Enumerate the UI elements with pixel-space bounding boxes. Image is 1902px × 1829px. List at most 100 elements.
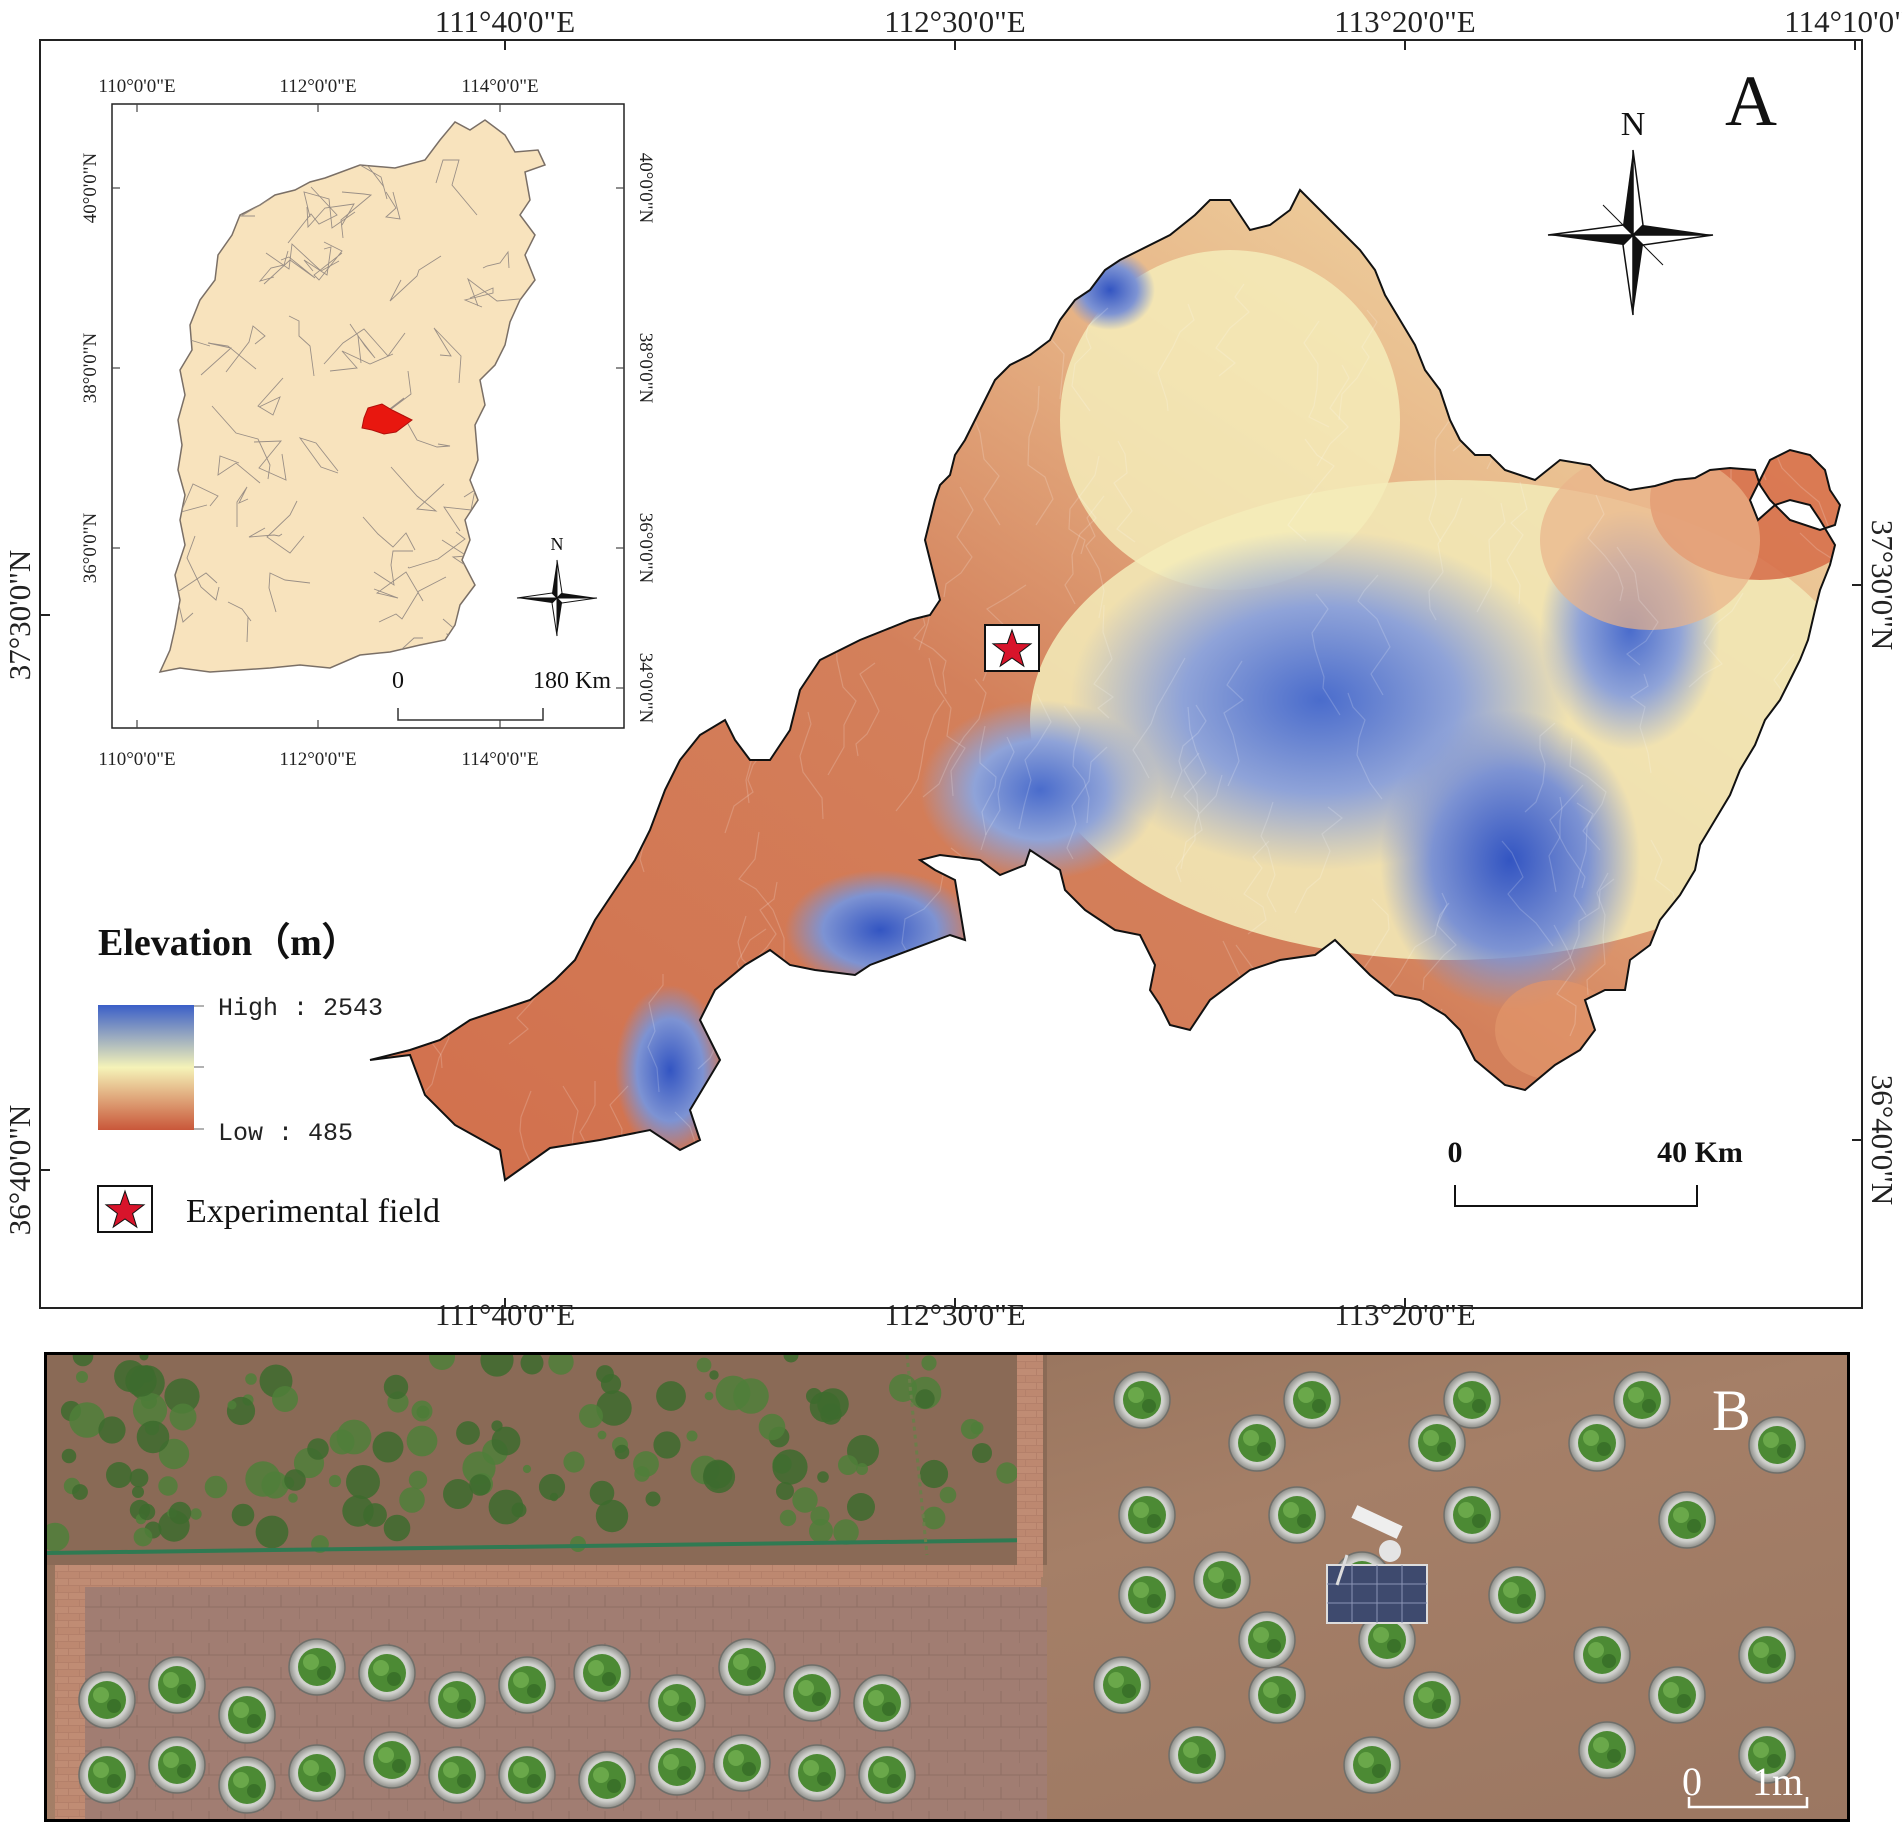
inset-right-lat-label: 34°0'0"N bbox=[635, 653, 656, 724]
inset-right-lat-label: 38°0'0"N bbox=[635, 333, 656, 404]
plant-barrel bbox=[858, 1746, 916, 1804]
map-frame bbox=[39, 39, 1863, 1309]
right-latitude-labels: 37°30'0"N 36°40'0"N bbox=[1865, 520, 1900, 1206]
legend-high: High : 2543 bbox=[218, 994, 383, 1023]
plant-barrel bbox=[1193, 1551, 1251, 1609]
aerial-photo: B 0 1m bbox=[47, 1355, 1847, 1819]
inset-north-arrow-icon: N bbox=[516, 534, 598, 637]
plant-barrel bbox=[1573, 1626, 1631, 1684]
plant-barrel bbox=[1738, 1626, 1796, 1684]
north-arrow-icon: N bbox=[1547, 106, 1714, 316]
plant-barrel bbox=[1113, 1371, 1171, 1429]
plant-barrel bbox=[713, 1734, 771, 1792]
inset-left-lat-label: 36°0'0"N bbox=[80, 512, 101, 583]
plant-barrel bbox=[148, 1736, 206, 1794]
plant-barrel bbox=[1238, 1611, 1296, 1669]
inset-scale-end: 180 Km bbox=[533, 668, 611, 694]
inset-scale-start: 0 bbox=[392, 668, 404, 694]
right-lat-label: 37°30'0"N bbox=[1865, 520, 1900, 651]
top-lon-label: 111°40'0"E bbox=[435, 4, 575, 39]
plant-barrel bbox=[1613, 1371, 1671, 1429]
photo-scale-end: 1m bbox=[1752, 1759, 1803, 1804]
elevation-legend: Elevation（m） High : 2543 Low : 485 Exper… bbox=[97, 922, 440, 1233]
plant-barrel bbox=[78, 1671, 136, 1729]
scale-end: 40 Km bbox=[1657, 1136, 1743, 1169]
left-lat-label: 37°30'0"N bbox=[2, 550, 37, 681]
plant-barrel bbox=[428, 1746, 486, 1804]
plant-barrel bbox=[578, 1751, 636, 1809]
top-longitude-labels: 111°40'0"E 112°30'0"E 113°20'0"E 114°10'0"E bbox=[435, 4, 1902, 39]
plant-barrel bbox=[288, 1744, 346, 1802]
north-label: N bbox=[1621, 106, 1646, 143]
inset-top-lon-label: 114°0'0"E bbox=[461, 76, 538, 97]
plant-barrel bbox=[648, 1674, 706, 1732]
plant-barrel bbox=[363, 1731, 421, 1789]
plant-barrel bbox=[648, 1738, 706, 1796]
plant-barrel bbox=[1578, 1721, 1636, 1779]
inset-left-lat-label: 38°0'0"N bbox=[80, 332, 101, 403]
photo-scale-bar: 0 1m bbox=[1682, 1759, 1809, 1809]
bottom-longitude-labels: 111°40'0"E 112°30'0"E 113°20'0"E bbox=[435, 1297, 1476, 1330]
inset-scale-bar: 0 180 Km bbox=[392, 668, 611, 721]
bottom-lon-label: 111°40'0"E bbox=[435, 1297, 575, 1330]
panel-b-label: B bbox=[1712, 1378, 1751, 1443]
plant-barrel bbox=[1168, 1726, 1226, 1784]
top-lon-label: 113°20'0"E bbox=[1334, 4, 1475, 39]
plant-barrel bbox=[498, 1746, 556, 1804]
plant-barrel bbox=[358, 1644, 416, 1702]
plant-barrel bbox=[1343, 1736, 1401, 1794]
star-icon bbox=[104, 1189, 146, 1229]
inset-locator-map: 110°0'0"E 112°0'0"E 114°0'0"E 110°0'0"E 112… bbox=[80, 76, 656, 770]
plant-barrel bbox=[1268, 1486, 1326, 1544]
plant-barrel bbox=[1443, 1371, 1501, 1429]
plant-barrel bbox=[1228, 1414, 1286, 1472]
elevation-map-panel: 111°40'0"E 112°30'0"E 113°20'0"E 114°10'0"E… bbox=[2, 4, 1902, 1330]
top-lon-label: 114°10'0"E bbox=[1784, 4, 1902, 39]
inset-right-lat-label: 40°0'0"N bbox=[635, 153, 656, 224]
study-area-highlight bbox=[361, 403, 413, 435]
plant-barrel bbox=[1568, 1414, 1626, 1472]
plant-barrel bbox=[573, 1644, 631, 1702]
inset-top-lon-label: 110°0'0"E bbox=[98, 76, 175, 97]
left-latitude-labels: 37°30'0"N 36°40'0"N bbox=[2, 550, 37, 1236]
plant-barrel bbox=[1408, 1414, 1466, 1472]
panel-a-label: A bbox=[1725, 61, 1777, 141]
inset-bottom-lon-label: 114°0'0"E bbox=[461, 749, 538, 770]
plant-barrel bbox=[1488, 1566, 1546, 1624]
scale-bar: 0 40 Km bbox=[1448, 1136, 1743, 1207]
legend-marker-label: Experimental field bbox=[186, 1193, 440, 1230]
plant-barrel bbox=[1093, 1656, 1151, 1714]
plant-barrel bbox=[1283, 1371, 1341, 1429]
plant-barrel bbox=[1648, 1666, 1706, 1724]
plant-barrel bbox=[78, 1746, 136, 1804]
bottom-lon-label: 113°20'0"E bbox=[1334, 1297, 1475, 1330]
plant-barrel bbox=[218, 1686, 276, 1744]
plant-barrel bbox=[1403, 1671, 1461, 1729]
field-aerial-photo-panel: B 0 1m bbox=[44, 1352, 1850, 1822]
plant-barrel bbox=[788, 1744, 846, 1802]
left-lat-label: 36°40'0"N bbox=[2, 1105, 37, 1236]
weather-station bbox=[1326, 1505, 1428, 1624]
elevation-color-ramp bbox=[98, 1005, 194, 1130]
inset-top-lon-label: 112°0'0"E bbox=[279, 76, 356, 97]
photo-scale-start: 0 bbox=[1682, 1759, 1702, 1804]
inset-bottom-lon-label: 110°0'0"E bbox=[98, 749, 175, 770]
inset-left-lat-label: 40°0'0"N bbox=[80, 152, 101, 223]
top-lon-label: 112°30'0"E bbox=[884, 4, 1025, 39]
plant-barrel bbox=[1738, 1726, 1796, 1784]
bottom-lon-label: 112°30'0"E bbox=[884, 1297, 1025, 1330]
plant-barrel bbox=[1443, 1486, 1501, 1544]
legend-title: Elevation（m） bbox=[98, 922, 360, 964]
legend-low: Low : 485 bbox=[218, 1119, 353, 1148]
plant-barrel bbox=[498, 1656, 556, 1714]
plant-barrel bbox=[148, 1656, 206, 1714]
experimental-field-marker[interactable] bbox=[984, 624, 1040, 672]
plant-barrel bbox=[853, 1674, 911, 1732]
right-lat-label: 36°40'0"N bbox=[1865, 1075, 1900, 1206]
plant-barrel bbox=[1748, 1416, 1806, 1474]
plant-barrel bbox=[428, 1671, 486, 1729]
inset-bottom-lon-label: 112°0'0"E bbox=[279, 749, 356, 770]
plant-barrel bbox=[1118, 1566, 1176, 1624]
scale-start: 0 bbox=[1448, 1136, 1463, 1169]
inset-north-label: N bbox=[551, 534, 564, 554]
